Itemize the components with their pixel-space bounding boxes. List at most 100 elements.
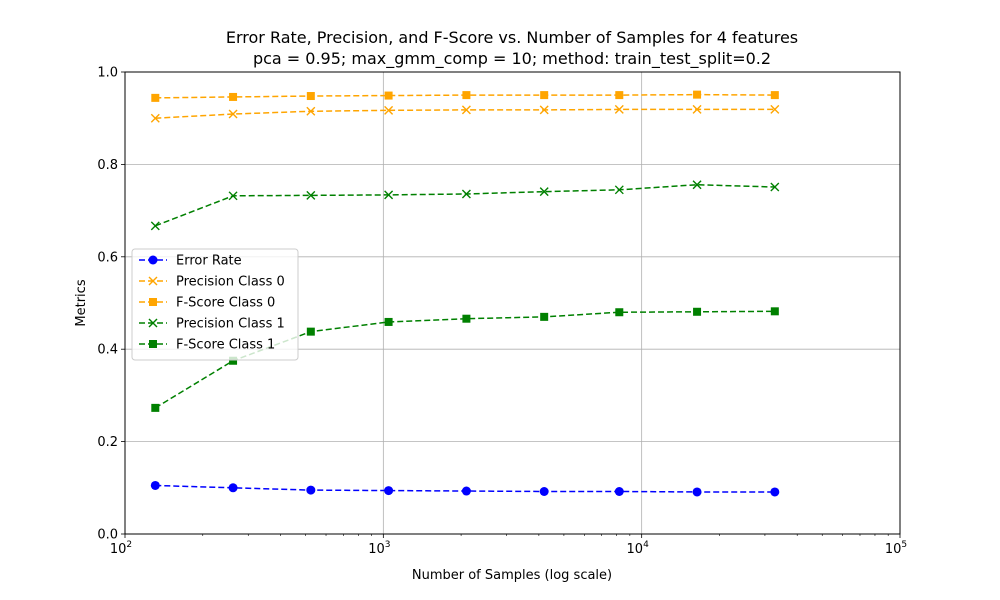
data-point: [228, 109, 238, 119]
marker-stroke: [384, 190, 394, 200]
legend-entry: Precision Class 1: [139, 317, 285, 332]
x-tick-base: 10: [885, 542, 902, 557]
legend-marker: [148, 255, 158, 265]
legend-label: F-Score Class 1: [176, 338, 275, 353]
data-point: [770, 104, 780, 114]
data-point: [384, 91, 393, 100]
series-1: [150, 104, 780, 123]
data-point: [540, 312, 549, 321]
marker-stroke: [150, 221, 160, 231]
legend-entry: F-Score Class 1: [139, 338, 275, 353]
data-point: [150, 221, 160, 231]
legend-box: [131, 248, 299, 361]
data-point: [614, 486, 624, 496]
plot-frame: [124, 71, 901, 535]
marker-stroke: [692, 180, 702, 190]
marker-stroke: [539, 105, 549, 115]
data-point: [770, 182, 780, 192]
plot-series: [150, 90, 780, 497]
series-0: [150, 480, 780, 497]
marker-stroke: [614, 104, 624, 114]
legend-marker: [148, 318, 158, 328]
data-point: [461, 105, 471, 115]
y-tick-label: 0.6: [97, 250, 118, 265]
marker-stroke: [148, 276, 158, 286]
data-point: [614, 185, 624, 195]
data-point: [614, 104, 624, 114]
y-tick-label: 0.8: [97, 158, 118, 173]
data-point: [228, 191, 238, 201]
series-2: [151, 90, 779, 102]
x-tick-exponent: 3: [385, 540, 391, 550]
x-tick-exponent: 4: [643, 540, 649, 550]
data-point: [615, 308, 624, 317]
marker-stroke: [228, 109, 238, 119]
data-point: [150, 113, 160, 123]
data-point: [306, 190, 316, 200]
legend-label: Error Rate: [176, 254, 242, 269]
y-axis-ticks: 0.0 0.2 0.4 0.6 0.8 1.0: [97, 66, 125, 543]
data-point: [306, 92, 315, 101]
data-point: [229, 92, 238, 101]
marker-stroke: [461, 105, 471, 115]
data-point: [770, 487, 780, 497]
marker-stroke: [692, 104, 702, 114]
data-point: [461, 189, 471, 199]
chart-title: Error Rate, Precision, and F-Score vs. N…: [226, 28, 798, 47]
data-point: [306, 485, 316, 495]
legend-marker: [148, 276, 158, 286]
legend-label: Precision Class 0: [176, 275, 285, 290]
x-tick-base: 10: [368, 542, 385, 557]
data-point: [228, 483, 238, 493]
marker-stroke: [461, 189, 471, 199]
data-point: [693, 307, 702, 316]
marker-stroke: [770, 104, 780, 114]
x-tick-label: 102: [110, 540, 132, 557]
x-tick-exponent: 2: [126, 540, 132, 550]
data-point: [770, 91, 779, 100]
y-tick-label: 0.4: [97, 343, 118, 358]
x-tick-label: 103: [368, 540, 390, 557]
x-tick-label: 104: [627, 540, 650, 557]
legend-marker: [149, 298, 157, 306]
marker-stroke: [306, 190, 316, 200]
legend-entry: Precision Class 0: [139, 275, 285, 290]
marker-stroke: [539, 187, 549, 197]
data-point: [384, 190, 394, 200]
y-tick-label: 0.2: [97, 435, 118, 450]
data-point: [462, 91, 471, 100]
legend-label: Precision Class 1: [176, 317, 285, 332]
data-point: [461, 486, 471, 496]
legend: Error Rate Precision Class 0 F-Score Class…: [131, 248, 299, 361]
x-tick-exponent: 5: [901, 540, 907, 550]
series-3: [150, 180, 780, 231]
chart-subtitle: pca = 0.95; max_gmm_comp = 10; method: t…: [253, 49, 771, 69]
data-point: [692, 180, 702, 190]
data-point: [539, 187, 549, 197]
data-point: [539, 486, 549, 496]
data-point: [306, 106, 316, 116]
data-point: [151, 93, 160, 102]
y-tick-label: 0.0: [97, 528, 118, 543]
marker-stroke: [384, 105, 394, 115]
data-point: [384, 105, 394, 115]
x-axis-label: Number of Samples (log scale): [412, 568, 612, 583]
legend-label: F-Score Class 0: [176, 296, 275, 311]
data-point: [693, 90, 702, 99]
data-point: [539, 105, 549, 115]
data-point: [384, 486, 394, 496]
x-tick-base: 10: [110, 542, 127, 557]
data-point: [615, 91, 624, 100]
legend-entry: F-Score Class 0: [139, 296, 275, 311]
data-point: [229, 356, 238, 365]
data-point: [306, 327, 315, 336]
x-axis-ticks: 102 103 104 105: [110, 534, 907, 557]
marker-stroke: [770, 182, 780, 192]
y-tick-label: 1.0: [97, 66, 118, 81]
data-point: [384, 317, 393, 326]
data-point: [151, 403, 160, 412]
x-tick-label: 105: [885, 540, 907, 557]
series-line: [155, 183, 775, 227]
